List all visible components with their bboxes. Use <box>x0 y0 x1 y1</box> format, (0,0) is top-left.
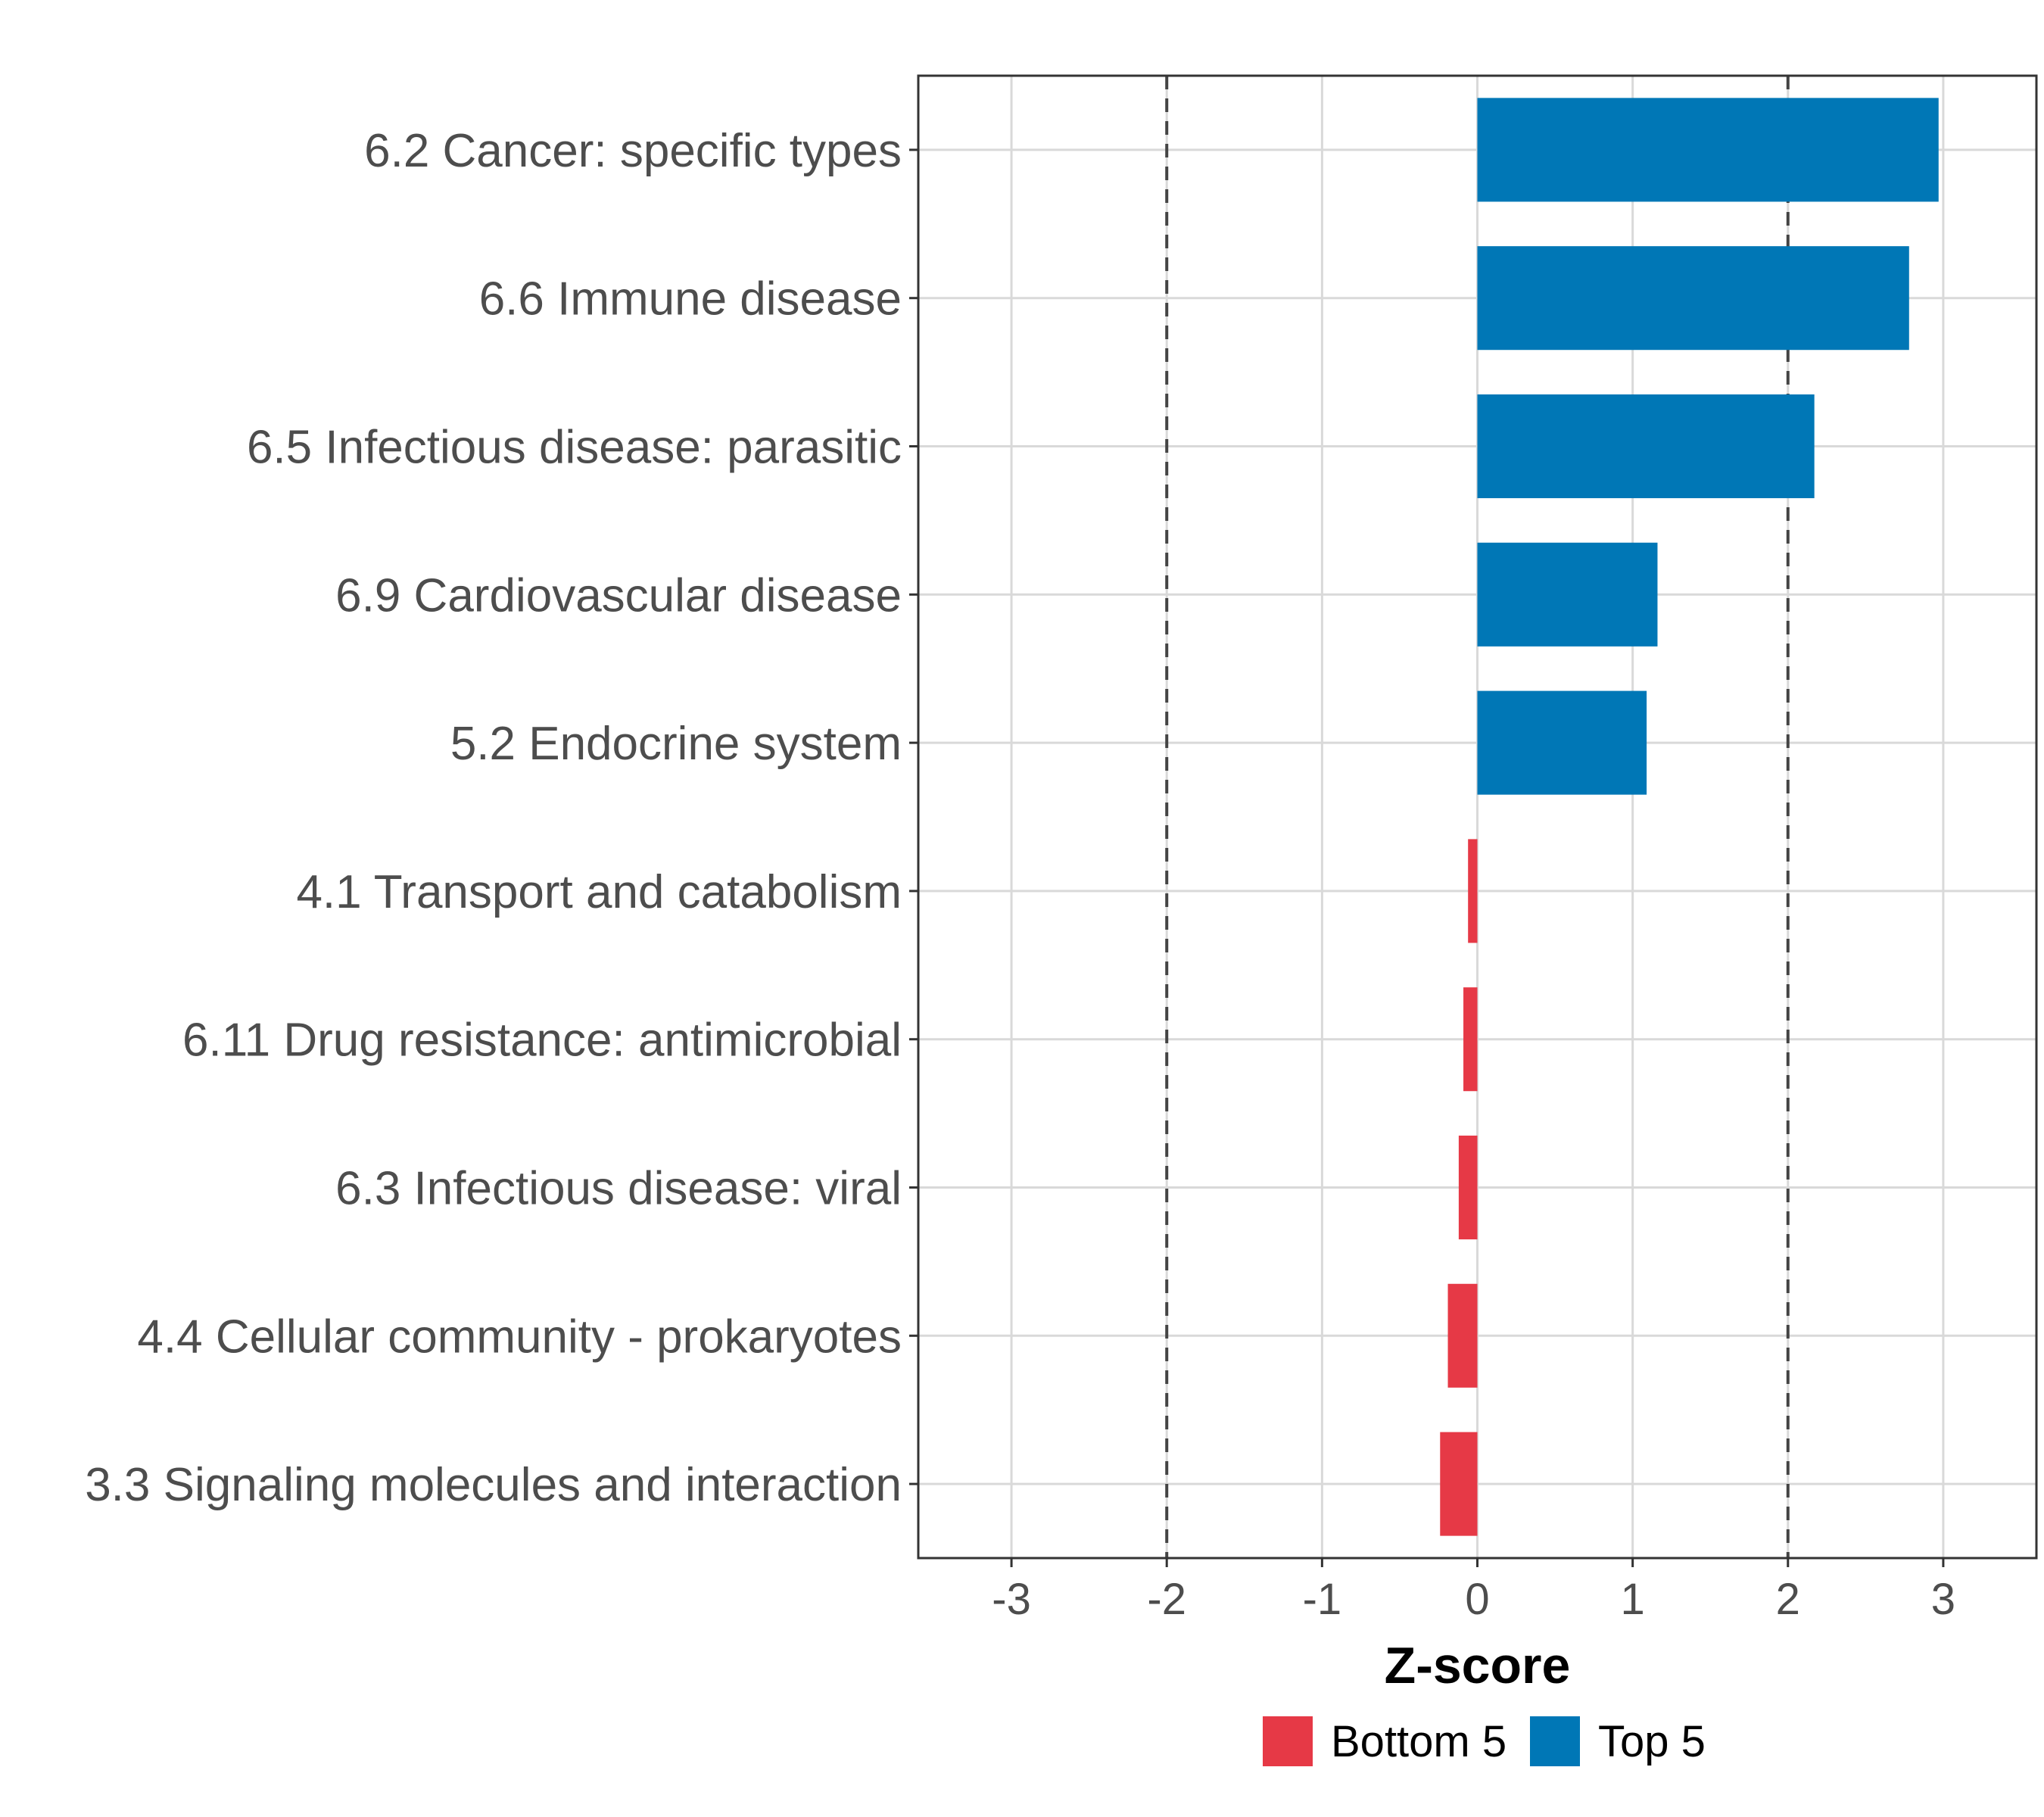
y-tick-label: 6.9 Cardiovascular disease <box>335 569 902 622</box>
bar-top <box>1477 246 1909 351</box>
bar-bottom <box>1440 1432 1478 1536</box>
y-tick-label: 6.2 Cancer: specific types <box>364 125 902 177</box>
y-axis: 6.2 Cancer: specific types 6.6 Immune dis… <box>85 125 918 1511</box>
legend-swatch <box>1263 1716 1313 1766</box>
y-tick-label: 4.4 Cellular community - prokaryotes <box>137 1311 902 1363</box>
reference-lines <box>1165 76 1790 1558</box>
x-tick-label: 1 <box>1621 1575 1645 1624</box>
legend: Bottom 5 Top 5 <box>1263 1716 1706 1766</box>
legend-swatch <box>1530 1716 1580 1766</box>
bar-top <box>1477 98 1939 202</box>
y-tick-label: 6.5 Infectious disease: parasitic <box>247 422 902 474</box>
y-tick-label: 6.3 Infectious disease: viral <box>335 1163 902 1215</box>
x-tick-label: -2 <box>1147 1575 1186 1624</box>
y-tick-label: 6.11 Drug resistance: antimicrobial <box>182 1014 902 1067</box>
bar-bottom <box>1463 987 1478 1092</box>
y-tick-label: 3.3 Signaling molecules and interaction <box>85 1459 902 1511</box>
x-tick-label: 3 <box>1931 1575 1955 1624</box>
y-tick-label: 6.6 Immune disease <box>479 273 902 326</box>
x-axis: -3 -2 -1 0 1 2 3 <box>992 1558 1955 1624</box>
legend-label: Top 5 <box>1598 1717 1706 1766</box>
bar-bottom <box>1447 1283 1478 1388</box>
legend-label: Bottom 5 <box>1331 1717 1507 1766</box>
bar-top <box>1477 394 1815 499</box>
x-tick-label: 2 <box>1776 1575 1800 1624</box>
bar-top <box>1477 690 1647 795</box>
y-tick-label: 5.2 Endocrine system <box>450 718 902 770</box>
bars <box>1440 98 1939 1536</box>
bar-bottom <box>1468 839 1478 943</box>
x-tick-label: 0 <box>1465 1575 1489 1624</box>
bar-top <box>1477 542 1658 647</box>
bar-bottom <box>1458 1135 1478 1240</box>
y-tick-label: 4.1 Transport and catabolism <box>296 866 902 918</box>
x-tick-label: -3 <box>992 1575 1031 1624</box>
x-axis-title: Z-score <box>1385 1637 1571 1694</box>
x-tick-label: -1 <box>1303 1575 1342 1624</box>
